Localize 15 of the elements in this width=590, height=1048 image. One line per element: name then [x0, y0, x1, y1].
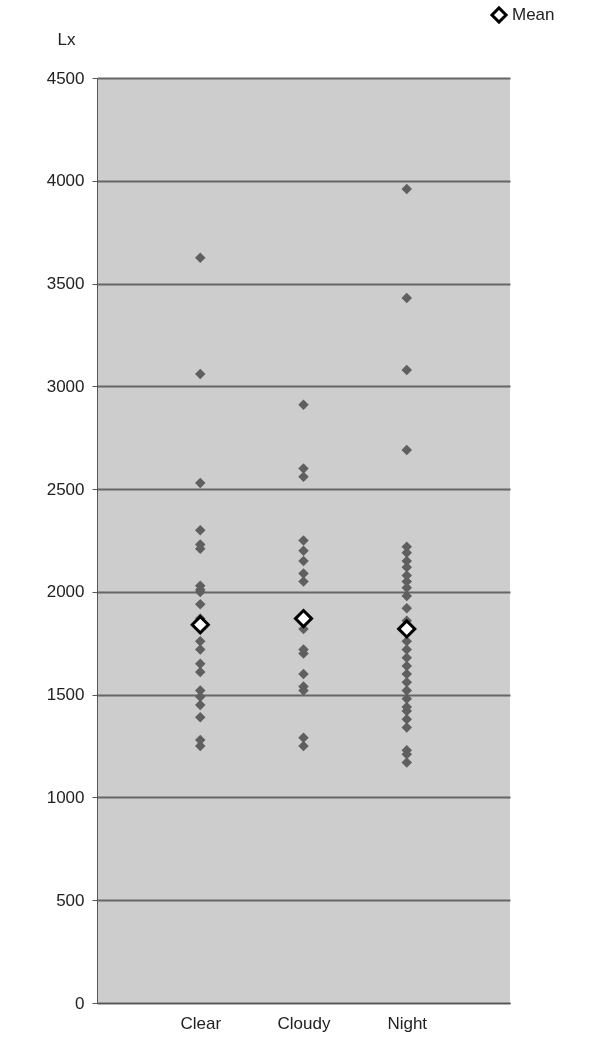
y-tick-label: 1500	[46, 685, 85, 705]
y-axis-title: Lx	[57, 29, 76, 49]
legend-label: Mean	[512, 5, 555, 24]
y-tick-label: 3000	[46, 376, 85, 396]
x-tick-label: Night	[387, 1013, 428, 1033]
y-tick-label: 2000	[46, 582, 85, 602]
y-tick-label: 2500	[46, 479, 85, 499]
y-tick-label: 1000	[46, 787, 85, 807]
x-tick-label: Clear	[180, 1013, 222, 1033]
y-tick-label: 4000	[46, 171, 85, 191]
y-tick-label: 500	[56, 890, 85, 910]
x-tick-label: Cloudy	[277, 1013, 331, 1033]
y-tick-label: 0	[75, 993, 85, 1013]
y-tick-label: 4500	[46, 68, 85, 88]
y-tick-label: 3500	[46, 274, 85, 294]
